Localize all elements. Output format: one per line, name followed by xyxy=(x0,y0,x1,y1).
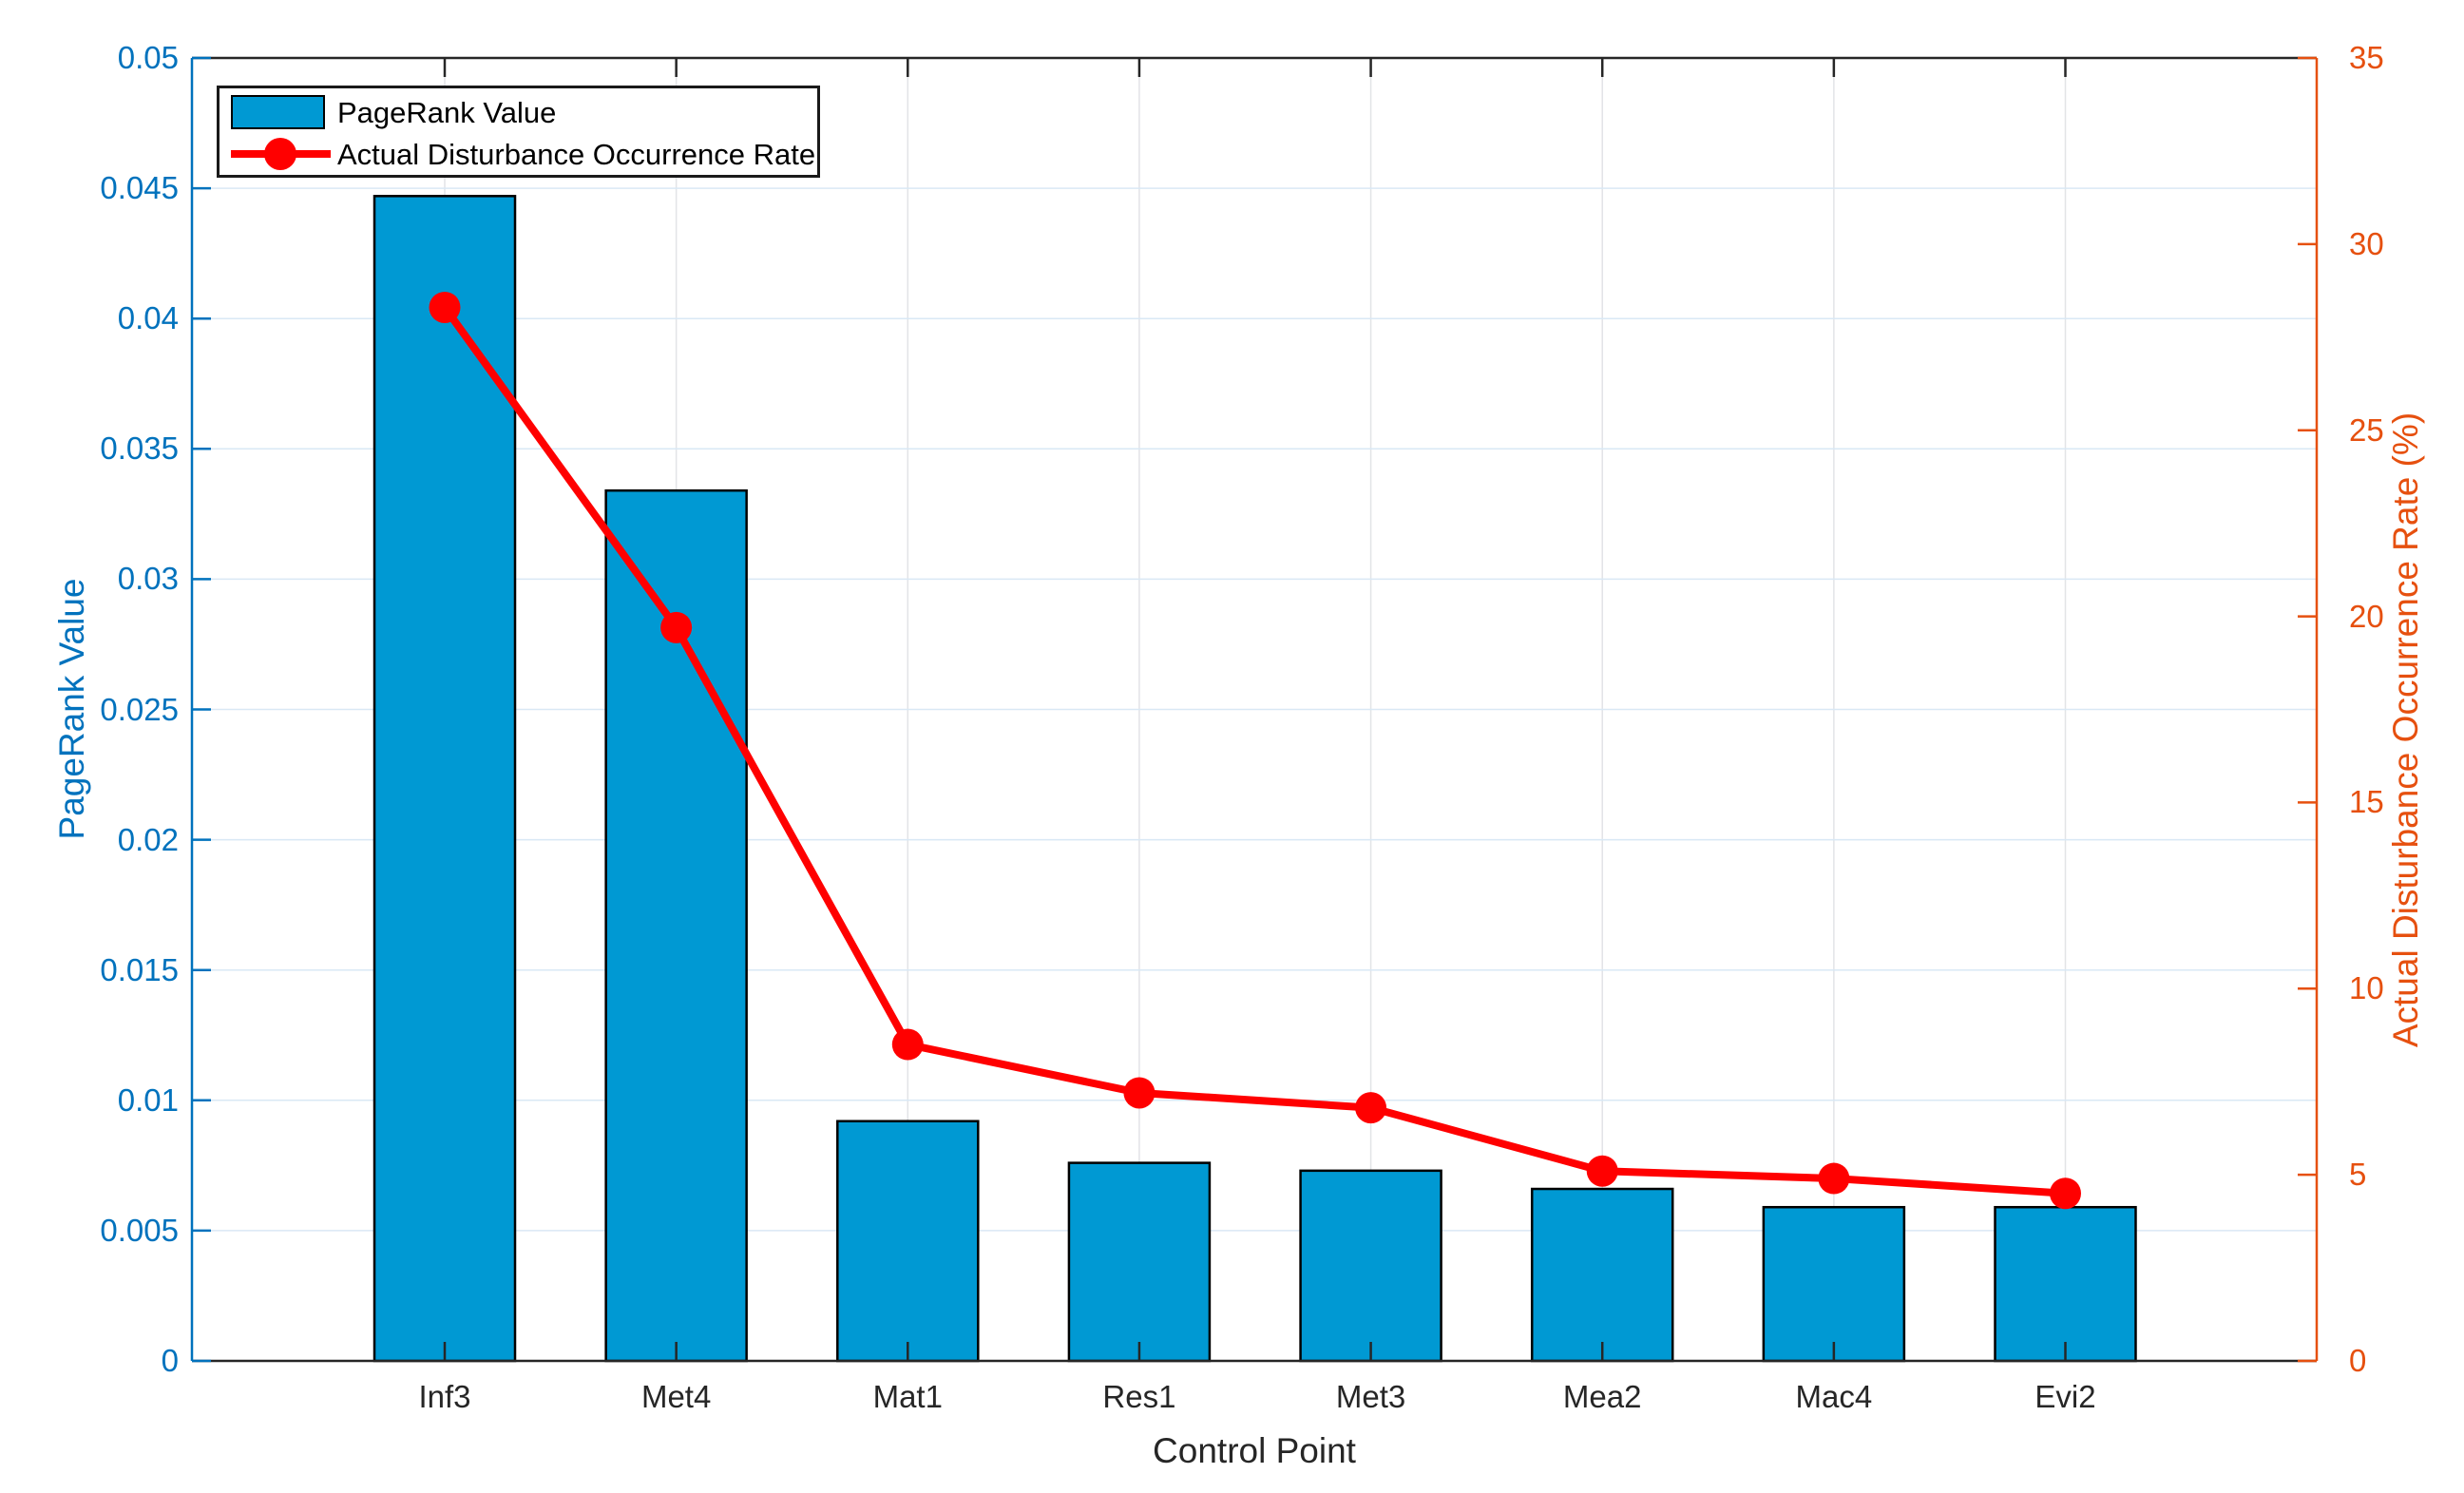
right-y-tick-label: 35 xyxy=(2349,40,2384,75)
x-tick-label: Met3 xyxy=(1335,1379,1406,1414)
line-marker xyxy=(1123,1077,1156,1109)
x-tick-label: Mat1 xyxy=(872,1379,943,1414)
left-y-tick-label: 0.03 xyxy=(117,561,179,597)
line-marker xyxy=(1818,1162,1850,1195)
bar xyxy=(1067,1161,1212,1363)
legend-label: PageRank Value xyxy=(337,95,557,129)
legend-item-line: Actual Disturbance Occurrence Rate xyxy=(220,132,817,177)
x-axis-title: Control Point xyxy=(1153,1431,1356,1470)
line-series xyxy=(441,305,2066,1197)
legend-label: Actual Disturbance Occurrence Rate xyxy=(337,137,816,171)
x-tick-label: Inf3 xyxy=(418,1379,471,1414)
x-tick-label: Mea2 xyxy=(1562,1379,1642,1414)
x-tick-label: Met4 xyxy=(640,1379,712,1414)
right-y-tick-label: 5 xyxy=(2349,1157,2367,1193)
right-y-axis-title: Actual Disturbance Occurrence Rate (%) xyxy=(2386,412,2425,1048)
bar xyxy=(1994,1205,2137,1363)
line-marker xyxy=(429,291,461,323)
right-y-tick-label: 30 xyxy=(2349,225,2384,261)
line-marker xyxy=(660,611,693,643)
left-y-tick-label: 0 xyxy=(161,1343,179,1378)
left-y-tick-label: 0.04 xyxy=(117,300,179,336)
bar xyxy=(372,195,517,1363)
line-marker xyxy=(891,1028,924,1061)
line-marker-sample-icon xyxy=(231,132,331,177)
right-y-tick-label: 20 xyxy=(2349,598,2384,634)
left-y-tick-label: 0.045 xyxy=(100,170,179,206)
line-marker xyxy=(2050,1177,2082,1210)
right-y-tick-label: 10 xyxy=(2349,970,2384,1006)
line-marker xyxy=(1586,1155,1618,1187)
right-y-tick-label: 15 xyxy=(2349,784,2384,820)
left-y-axis-title: PageRank Value xyxy=(52,578,91,840)
legend-item-bars: PageRank Value xyxy=(220,90,817,135)
legend: PageRank Value Actual Disturbance Occurr… xyxy=(217,86,820,178)
line-marker xyxy=(1355,1092,1387,1124)
bar xyxy=(1530,1187,1674,1363)
left-y-tick-label: 0.01 xyxy=(117,1081,179,1118)
left-y-tick-label: 0.05 xyxy=(117,40,179,75)
right-y-tick-label: 0 xyxy=(2349,1343,2367,1378)
bar-swatch-icon xyxy=(231,95,325,129)
x-tick-label: Mac4 xyxy=(1795,1379,1873,1414)
left-y-tick-label: 0.035 xyxy=(100,431,179,467)
left-y-tick-label: 0.015 xyxy=(100,951,179,987)
x-tick-label: Evi2 xyxy=(2034,1379,2096,1414)
left-y-tick-label: 0.025 xyxy=(100,691,179,727)
right-y-tick-label: 25 xyxy=(2349,412,2384,448)
left-y-tick-label: 0.02 xyxy=(117,821,179,857)
left-y-tick-label: 0.005 xyxy=(100,1212,179,1248)
bar xyxy=(836,1120,980,1363)
x-tick-label: Res1 xyxy=(1102,1379,1176,1414)
bar xyxy=(1299,1169,1442,1363)
bar xyxy=(1762,1205,1906,1363)
